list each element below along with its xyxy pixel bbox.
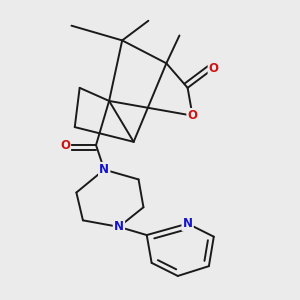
Text: O: O xyxy=(209,62,219,75)
Text: N: N xyxy=(99,163,109,176)
Text: N: N xyxy=(114,220,124,233)
Text: O: O xyxy=(60,139,70,152)
Text: O: O xyxy=(188,109,197,122)
Text: N: N xyxy=(183,217,193,230)
